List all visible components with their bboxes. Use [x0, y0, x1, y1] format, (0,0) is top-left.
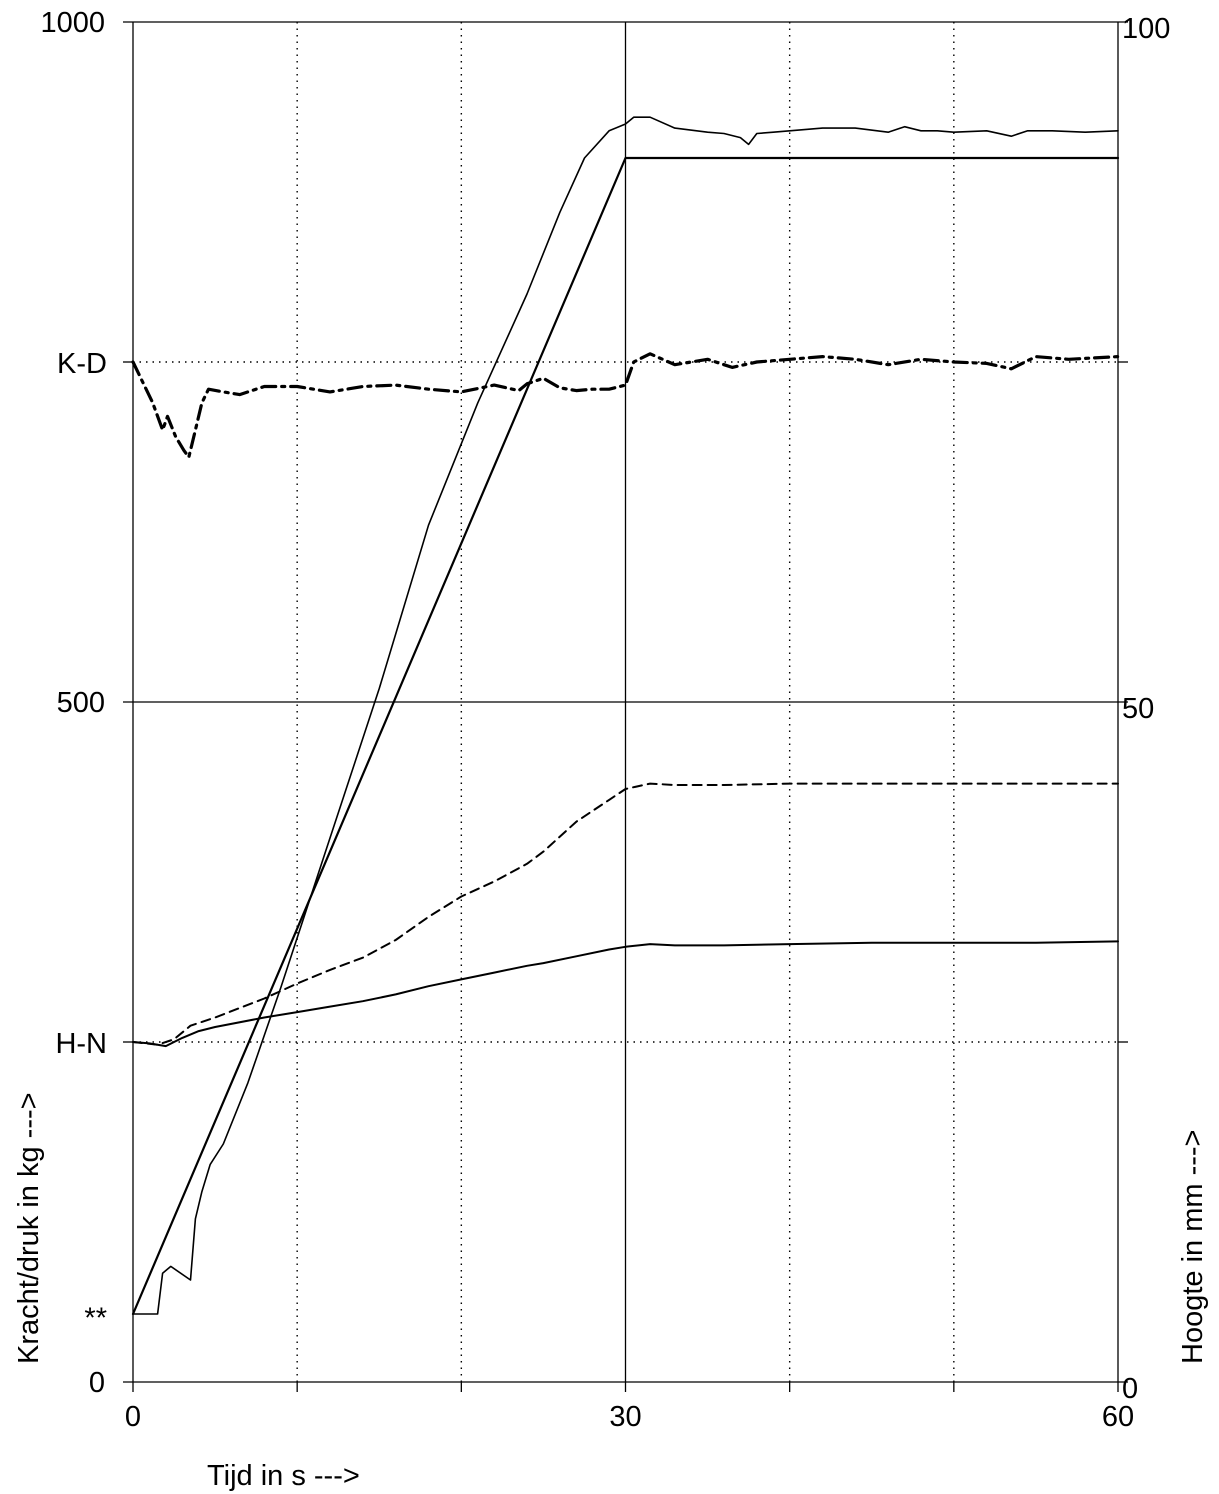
plot-area	[131, 116, 1120, 1316]
y-tick-label-right: 100	[1122, 13, 1170, 45]
y-axis-title-left: Kracht/druk in kg --->	[13, 1092, 45, 1364]
y-axis-title-right: Hoogte in mm --->	[1177, 1130, 1209, 1364]
y-marker-label: K-D	[57, 348, 107, 380]
y-tick-label-left: 0	[89, 1367, 105, 1399]
series-line-solid	[131, 156, 1120, 1316]
y-tick-label-right: 0	[1122, 1373, 1138, 1405]
y-marker-label: **	[84, 1303, 107, 1335]
series-line-solid	[132, 116, 1119, 1315]
x-axis-title: Tijd in s --->	[207, 1460, 360, 1492]
y-tick-label-left: 500	[57, 687, 105, 719]
series-line-solid	[132, 940, 1119, 1048]
y-tick-label-left: 1000	[40, 7, 105, 39]
series-line-dashdot	[131, 352, 1120, 459]
y-tick-label-right: 50	[1122, 693, 1154, 725]
series-line-dashed	[132, 782, 1119, 1046]
y-marker-label: H-N	[55, 1028, 107, 1060]
x-tick-label: 30	[609, 1401, 641, 1433]
x-tick-label: 0	[125, 1401, 141, 1433]
grid	[123, 21, 1128, 1392]
x-tick-label: 60	[1102, 1401, 1134, 1433]
axes	[132, 22, 1119, 1382]
